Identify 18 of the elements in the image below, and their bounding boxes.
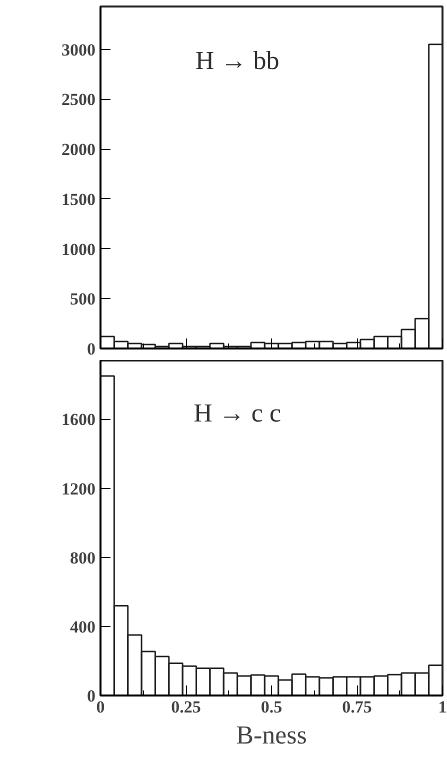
y-tick-label: 800 <box>70 548 96 568</box>
x-axis-title: B-ness <box>236 720 307 750</box>
y-tick-label: 400 <box>70 617 96 636</box>
annotation: H → c c <box>194 398 281 428</box>
y-tick-label: 1000 <box>62 240 96 259</box>
y-tick-label: 1500 <box>62 190 96 209</box>
y-tick-label: 1600 <box>62 410 96 430</box>
y-tick-label: 500 <box>70 290 96 309</box>
x-tick-label: 0.75 <box>342 698 372 716</box>
y-tick-label: 0 <box>87 340 96 358</box>
x-tick-label: 0.5 <box>260 698 282 716</box>
y-tick-label: 1200 <box>62 479 96 498</box>
y-tick-label: 2500 <box>62 90 96 110</box>
x-tick-label: 0.25 <box>171 698 201 716</box>
annotation: H → bb <box>195 46 280 75</box>
y-tick-label: 2000 <box>62 140 96 160</box>
y-tick-label: 3000 <box>62 40 96 60</box>
x-tick-label: 1 <box>438 698 447 716</box>
